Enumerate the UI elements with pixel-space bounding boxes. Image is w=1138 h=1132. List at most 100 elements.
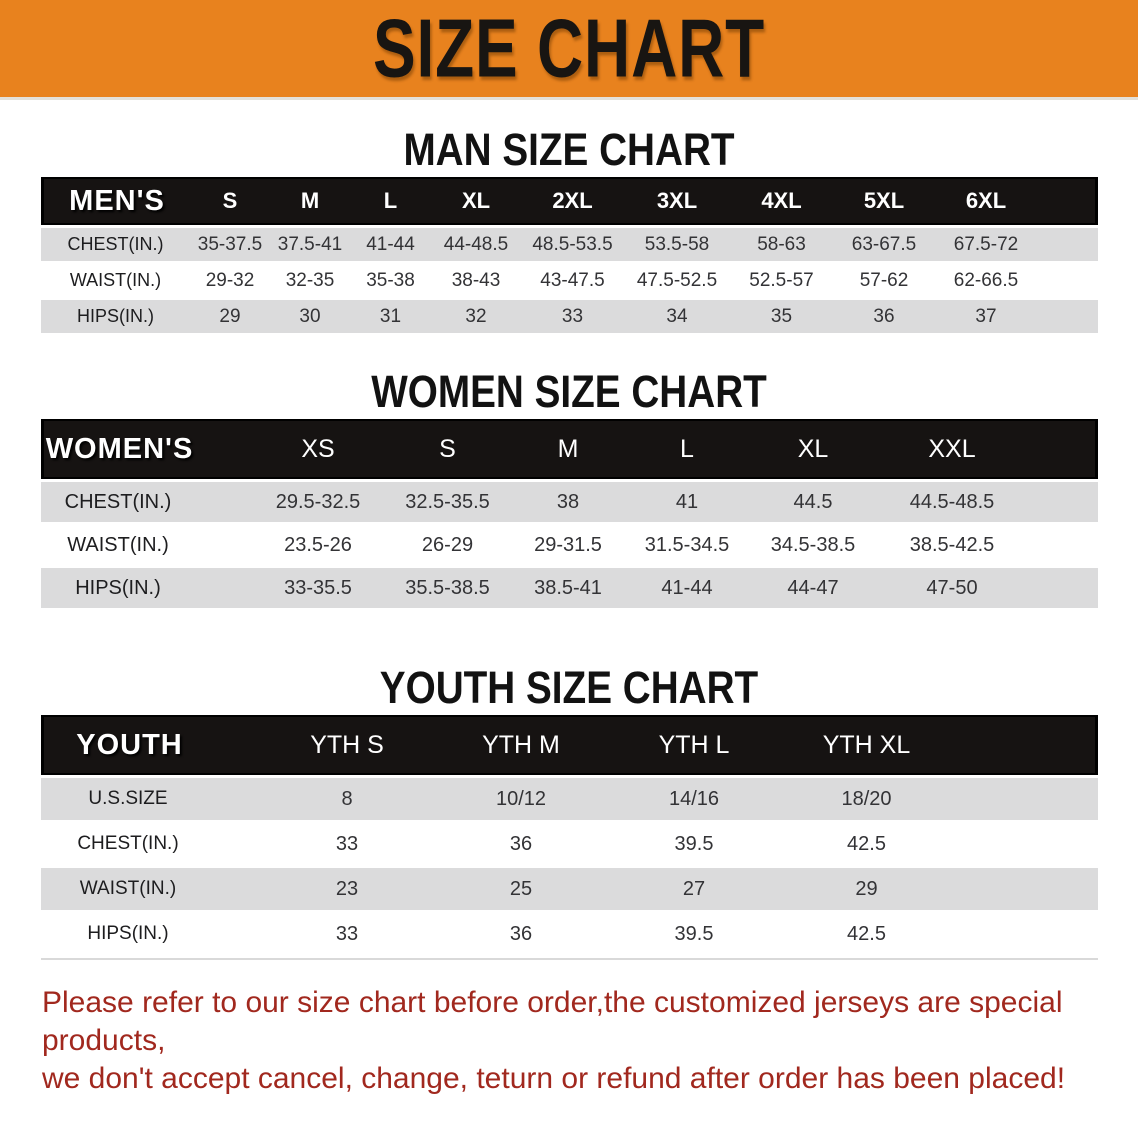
table-row: HIPS(IN.) 29 30 31 32 33 34 35 36 37 bbox=[41, 300, 1098, 333]
table-row: CHEST(IN.) 29.5-32.5 32.5-35.5 38 41 44.5 44.5… bbox=[41, 482, 1098, 522]
cell-value: 42.5 bbox=[780, 913, 953, 955]
cell-value: 30 bbox=[270, 300, 350, 333]
cell-value: 35.5-38.5 bbox=[386, 568, 509, 608]
cell-value: 42.5 bbox=[780, 823, 953, 865]
cell-value: 8 bbox=[260, 778, 434, 820]
size-column-header: S bbox=[190, 177, 270, 225]
cell-value: 47-50 bbox=[879, 568, 1025, 608]
cell-value: 63-67.5 bbox=[833, 228, 935, 261]
row-spacer-cell bbox=[1025, 482, 1098, 522]
cell-value: 67.5-72 bbox=[935, 228, 1037, 261]
cell-value: 29.5-32.5 bbox=[250, 482, 386, 522]
cell-value: 29 bbox=[780, 868, 953, 910]
size-column-header: 6XL bbox=[935, 177, 1037, 225]
cell-value: 41-44 bbox=[350, 228, 431, 261]
table-row: WAIST(IN.) 23 25 27 29 bbox=[41, 868, 1098, 910]
header-spacer-cell bbox=[1025, 419, 1098, 479]
cell-value: 44.5 bbox=[747, 482, 879, 522]
cell-value: 48.5-53.5 bbox=[521, 228, 624, 261]
cell-value: 37.5-41 bbox=[270, 228, 350, 261]
cell-value: 44-48.5 bbox=[431, 228, 521, 261]
row-label: CHEST(IN.) bbox=[41, 482, 250, 522]
cell-value: 25 bbox=[434, 868, 608, 910]
row-label: U.S.SIZE bbox=[41, 778, 260, 820]
row-spacer-cell bbox=[953, 868, 1098, 910]
table-header-row: YOUTH YTH S YTH M YTH L YTH XL bbox=[41, 715, 1098, 775]
cell-value: 26-29 bbox=[386, 525, 509, 565]
row-spacer-cell bbox=[1037, 264, 1098, 297]
cell-value: 52.5-57 bbox=[730, 264, 833, 297]
cell-value: 36 bbox=[833, 300, 935, 333]
cell-value: 10/12 bbox=[434, 778, 608, 820]
cell-value: 32 bbox=[431, 300, 521, 333]
cell-value: 33 bbox=[260, 823, 434, 865]
table-header-label: MEN'S bbox=[41, 177, 190, 225]
table-row: CHEST(IN.) 33 36 39.5 42.5 bbox=[41, 823, 1098, 865]
row-spacer-cell bbox=[1025, 568, 1098, 608]
row-spacer-cell bbox=[1037, 228, 1098, 261]
size-column-header: S bbox=[386, 419, 509, 479]
cell-value: 14/16 bbox=[608, 778, 780, 820]
cell-value: 38-43 bbox=[431, 264, 521, 297]
table-row: WAIST(IN.) 23.5-26 26-29 29-31.5 31.5-34.5 34… bbox=[41, 525, 1098, 565]
cell-value: 39.5 bbox=[608, 913, 780, 955]
cell-value: 32-35 bbox=[270, 264, 350, 297]
row-spacer-cell bbox=[953, 823, 1098, 865]
row-spacer-cell bbox=[953, 913, 1098, 955]
size-column-header: XL bbox=[431, 177, 521, 225]
cell-value: 39.5 bbox=[608, 823, 780, 865]
cell-value: 43-47.5 bbox=[521, 264, 624, 297]
size-column-header: 2XL bbox=[521, 177, 624, 225]
banner-title: SIZE CHART bbox=[373, 1, 765, 95]
men-size-table: MEN'S S M L XL 2XL 3XL 4XL 5XL 6XL CHEST(IN.) 35-37… bbox=[41, 174, 1098, 336]
women-section-heading: WOMEN SIZE CHART bbox=[371, 366, 767, 417]
cell-value: 57-62 bbox=[833, 264, 935, 297]
size-column-header: XXL bbox=[879, 419, 1025, 479]
size-column-header: 4XL bbox=[730, 177, 833, 225]
cell-value: 44-47 bbox=[747, 568, 879, 608]
row-label: WAIST(IN.) bbox=[41, 525, 250, 565]
cell-value: 53.5-58 bbox=[624, 228, 730, 261]
cell-value: 23 bbox=[260, 868, 434, 910]
cell-value: 33 bbox=[521, 300, 624, 333]
size-column-header: M bbox=[270, 177, 350, 225]
size-column-header: YTH XL bbox=[780, 715, 953, 775]
cell-value: 29-31.5 bbox=[509, 525, 627, 565]
header-spacer-cell bbox=[1037, 177, 1098, 225]
cell-value: 29-32 bbox=[190, 264, 270, 297]
table-row: WAIST(IN.) 29-32 32-35 35-38 38-43 43-47.5 47.… bbox=[41, 264, 1098, 297]
cell-value: 38 bbox=[509, 482, 627, 522]
table-row: HIPS(IN.) 33-35.5 35.5-38.5 38.5-41 41-44 44-… bbox=[41, 568, 1098, 608]
size-column-header: YTH S bbox=[260, 715, 434, 775]
cell-value: 36 bbox=[434, 913, 608, 955]
cell-value: 35-38 bbox=[350, 264, 431, 297]
size-column-header: YTH M bbox=[434, 715, 608, 775]
disclaimer-line-1: Please refer to our size chart before or… bbox=[42, 986, 1063, 1057]
header-spacer-cell bbox=[953, 715, 1098, 775]
cell-value: 23.5-26 bbox=[250, 525, 386, 565]
cell-value: 35 bbox=[730, 300, 833, 333]
cell-value: 62-66.5 bbox=[935, 264, 1037, 297]
cell-value: 36 bbox=[434, 823, 608, 865]
cell-value: 18/20 bbox=[780, 778, 953, 820]
cell-value: 41-44 bbox=[627, 568, 747, 608]
disclaimer-text: Please refer to our size chart before or… bbox=[42, 984, 1138, 1098]
cell-value: 41 bbox=[627, 482, 747, 522]
row-spacer-cell bbox=[1025, 525, 1098, 565]
table-header-label: YOUTH bbox=[41, 715, 260, 775]
row-label: HIPS(IN.) bbox=[41, 568, 250, 608]
cell-value: 37 bbox=[935, 300, 1037, 333]
cell-value: 47.5-52.5 bbox=[624, 264, 730, 297]
size-column-header: YTH L bbox=[608, 715, 780, 775]
cell-value: 34 bbox=[624, 300, 730, 333]
cell-value: 38.5-42.5 bbox=[879, 525, 1025, 565]
youth-section-heading: YOUTH SIZE CHART bbox=[379, 662, 759, 713]
row-spacer-cell bbox=[953, 778, 1098, 820]
cell-value: 44.5-48.5 bbox=[879, 482, 1025, 522]
size-column-header: L bbox=[350, 177, 431, 225]
cell-value: 31 bbox=[350, 300, 431, 333]
cell-value: 33-35.5 bbox=[250, 568, 386, 608]
cell-value: 38.5-41 bbox=[509, 568, 627, 608]
row-spacer-cell bbox=[1037, 300, 1098, 333]
table-header-row: WOMEN'S XS S M L XL XXL bbox=[41, 419, 1098, 479]
